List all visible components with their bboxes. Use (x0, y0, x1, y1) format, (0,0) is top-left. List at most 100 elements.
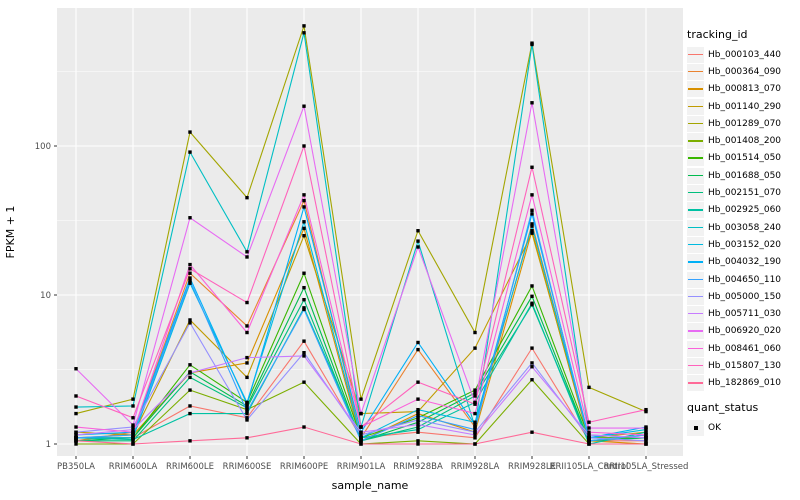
y-tick-label: 10 (40, 291, 51, 301)
data-point (644, 407, 648, 412)
legend-item-label: Hb_001289_070 (708, 118, 782, 129)
plot-panel (57, 8, 683, 456)
data-point (302, 144, 306, 148)
data-point (473, 394, 477, 398)
data-point (74, 394, 78, 398)
data-point (530, 224, 534, 228)
data-point (302, 234, 306, 238)
data-point (530, 365, 534, 369)
x-tick-label: RRIM928LE (508, 462, 556, 472)
data-point (644, 442, 648, 446)
data-point (473, 402, 477, 406)
data-point (359, 425, 363, 429)
data-point (473, 346, 477, 350)
legend-item: Hb_182869_010 (687, 375, 799, 392)
data-point (188, 130, 192, 134)
data-point (530, 294, 534, 299)
data-point (416, 340, 420, 345)
data-point (245, 375, 249, 380)
data-point (644, 409, 648, 414)
x-tick-label: RRII105LA_Control (550, 462, 629, 472)
data-point (245, 418, 249, 422)
line-swatch-icon (687, 323, 704, 340)
y-tick-label: 1 (46, 440, 51, 450)
data-point (302, 24, 306, 28)
data-point (188, 262, 192, 267)
legend-item-label: Hb_015807_130 (708, 360, 782, 371)
data-point (302, 271, 306, 275)
data-point (302, 425, 306, 429)
legend: tracking_id Hb_000103_440 Hb_000364_090 Hb… (687, 28, 799, 436)
data-point (359, 433, 363, 437)
data-point (530, 284, 534, 288)
line-swatch-icon (687, 271, 704, 288)
data-point (530, 222, 534, 226)
data-point (473, 420, 477, 424)
data-point (245, 255, 249, 259)
legend-item-label: Hb_182869_010 (708, 378, 782, 389)
data-point (131, 416, 135, 420)
legend-block-quant-status: quant_status OK (687, 401, 799, 436)
data-point (416, 409, 420, 414)
data-point (416, 411, 420, 416)
data-point (416, 420, 420, 424)
legend-item-label: Hb_001140_290 (708, 101, 782, 112)
legend-item: Hb_000103_440 (687, 46, 799, 63)
data-point (587, 430, 591, 434)
data-point (473, 391, 477, 395)
data-point (245, 411, 249, 416)
legend-title-quant-status: quant_status (687, 400, 759, 414)
data-point (188, 318, 192, 322)
data-point (587, 426, 591, 430)
data-point (74, 442, 78, 446)
data-point (587, 385, 591, 390)
line-swatch-icon (687, 150, 704, 167)
data-point (416, 397, 420, 401)
legend-item: Hb_001688_050 (687, 167, 799, 184)
line-swatch-icon (687, 167, 704, 184)
legend-item-label: Hb_006920_020 (708, 326, 782, 337)
data-point (74, 430, 78, 434)
x-tick-label: RRIM600SE (223, 462, 272, 472)
line-swatch-icon (687, 185, 704, 202)
data-point (473, 388, 477, 392)
data-point (302, 226, 306, 231)
data-point (416, 347, 420, 352)
data-point (131, 397, 135, 401)
data-point (188, 388, 192, 392)
data-point (416, 407, 420, 412)
legend-item-label: Hb_003152_020 (708, 239, 782, 250)
legend-title-tracking-id: tracking_id (687, 28, 748, 41)
data-point (245, 250, 249, 254)
data-point (302, 220, 306, 224)
line-swatch-icon (687, 133, 704, 150)
legend-item-label: Hb_001408_200 (708, 136, 782, 147)
data-point (416, 380, 420, 384)
legend-item-label: Hb_000364_090 (708, 66, 782, 77)
y-tick-label: 100 (35, 142, 51, 152)
data-point (188, 439, 192, 443)
data-point (416, 229, 420, 233)
legend-item: Hb_002925_060 (687, 202, 799, 219)
data-point (530, 378, 534, 382)
legend-item: Hb_004032_190 (687, 254, 799, 271)
data-point (302, 31, 306, 35)
data-point (245, 404, 249, 408)
data-point (416, 413, 420, 418)
line-swatch-icon (687, 236, 704, 253)
data-point (131, 442, 135, 446)
data-point (473, 411, 477, 416)
legend-item: Hb_002151_070 (687, 184, 799, 202)
data-point (131, 433, 135, 437)
data-point (644, 439, 648, 443)
data-point (473, 427, 477, 432)
x-tick-label: RRIM928BA (393, 462, 443, 472)
data-point (473, 425, 477, 429)
data-point (416, 422, 420, 427)
data-point (245, 406, 249, 410)
data-point (473, 430, 477, 434)
data-point (473, 442, 477, 446)
line-swatch-icon (687, 288, 704, 305)
data-point (644, 436, 648, 440)
legend-item-label: OK (708, 422, 721, 433)
